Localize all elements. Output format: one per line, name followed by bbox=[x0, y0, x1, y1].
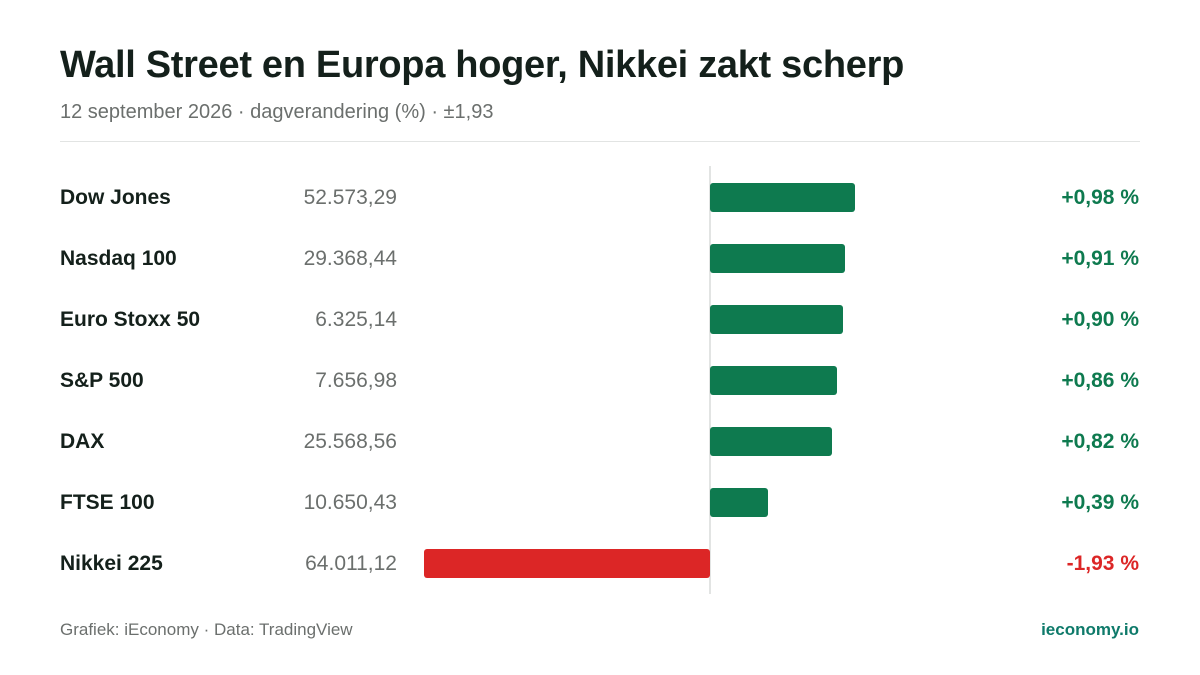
chart-subtitle: 12 september 2026 · dagverandering (%) ·… bbox=[60, 101, 494, 123]
change-bar bbox=[710, 488, 768, 517]
change-bar bbox=[710, 305, 844, 334]
chart-row: Nasdaq 100 29.368,44 +0,91 % bbox=[0, 228, 1200, 289]
index-name: Nasdaq 100 bbox=[60, 247, 177, 270]
change-bar bbox=[710, 183, 856, 212]
site-link[interactable]: ieconomy.io bbox=[1041, 620, 1139, 639]
change-label: +0,82 % bbox=[1061, 430, 1139, 453]
index-level: 10.650,43 bbox=[303, 491, 397, 514]
change-label: +0,98 % bbox=[1061, 186, 1139, 209]
index-name: Euro Stoxx 50 bbox=[60, 308, 201, 331]
index-level: 25.568,56 bbox=[303, 430, 397, 453]
change-label: +0,39 % bbox=[1061, 491, 1139, 514]
chart-row: FTSE 100 10.650,43 +0,39 % bbox=[0, 472, 1200, 533]
chart-row: Euro Stoxx 50 6.325,14 +0,90 % bbox=[0, 289, 1200, 350]
change-bar bbox=[710, 366, 838, 395]
change-bar bbox=[424, 549, 710, 578]
change-bar bbox=[710, 427, 832, 456]
header-divider bbox=[60, 141, 1140, 142]
index-level: 6.325,14 bbox=[315, 308, 397, 331]
index-name: FTSE 100 bbox=[60, 491, 155, 514]
change-bar bbox=[710, 244, 845, 273]
index-name: Nikkei 225 bbox=[60, 552, 163, 575]
index-name: S&P 500 bbox=[60, 369, 144, 392]
index-level: 29.368,44 bbox=[303, 247, 397, 270]
change-label: +0,91 % bbox=[1061, 247, 1139, 270]
chart-row: DAX 25.568,56 +0,82 % bbox=[0, 411, 1200, 472]
index-level: 64.011,12 bbox=[305, 552, 397, 575]
change-label: +0,86 % bbox=[1061, 369, 1139, 392]
chart-row: Nikkei 225 64.011,12 -1,93 % bbox=[0, 533, 1200, 594]
index-level: 52.573,29 bbox=[303, 186, 397, 209]
chart-row: S&P 500 7.656,98 +0,86 % bbox=[0, 350, 1200, 411]
index-level: 7.656,98 bbox=[315, 369, 397, 392]
change-label: +0,90 % bbox=[1061, 308, 1139, 331]
chart-row: Dow Jones 52.573,29 +0,98 % bbox=[0, 167, 1200, 228]
change-label: -1,93 % bbox=[1066, 552, 1139, 575]
index-name: Dow Jones bbox=[60, 186, 171, 209]
chart-title: Wall Street en Europa hoger, Nikkei zakt… bbox=[60, 44, 904, 86]
source-credit: Grafiek: iEconomy · Data: TradingView bbox=[60, 620, 353, 639]
index-name: DAX bbox=[60, 430, 105, 453]
